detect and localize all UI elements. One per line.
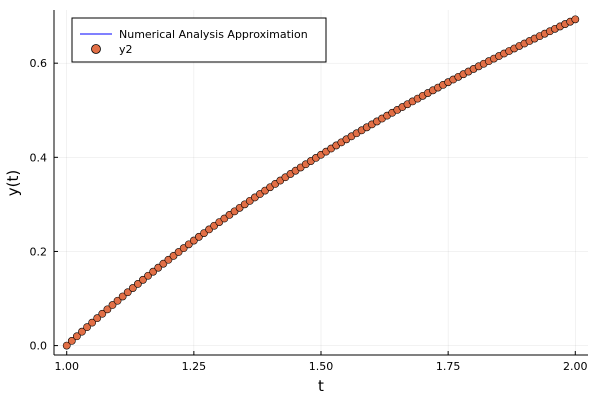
grid <box>54 10 588 355</box>
x-ticks: 1.00 1.25 1.50 1.75 2.00 <box>54 351 588 373</box>
scatter-point <box>154 263 163 272</box>
scatter-point <box>62 341 71 350</box>
scatter-point <box>128 284 137 292</box>
legend-box <box>71 17 327 63</box>
scatter-point <box>67 336 76 345</box>
scatter-point <box>159 259 168 268</box>
legend-label-line-series: Numerical Analysis Approximation <box>119 28 308 41</box>
legend-label-scatter-series: y2 <box>119 43 133 56</box>
scatter-point <box>83 323 91 332</box>
x-tick-label: 1.25 <box>182 360 207 373</box>
scatter-point <box>72 332 81 341</box>
scatter-point <box>88 318 97 327</box>
y-ticks: 0.0 0.2 0.4 0.6 <box>30 57 58 353</box>
legend: Numerical Analysis Approximation y2 <box>71 17 327 63</box>
scatter-point <box>134 280 142 288</box>
legend-marker-swatch <box>91 44 101 54</box>
scatter-point <box>103 305 112 314</box>
series-scatter-group <box>62 15 580 350</box>
x-tick-label: 2.00 <box>563 360 588 373</box>
x-tick-label: 1.75 <box>436 360 461 373</box>
scatter-point <box>149 267 158 276</box>
scatter-point <box>78 327 86 336</box>
scatter-point <box>118 292 127 301</box>
x-tick-label: 1.00 <box>54 360 79 373</box>
y-axis-title: y(t) <box>4 170 22 196</box>
scatter-point <box>139 275 147 284</box>
scatter-point <box>108 301 117 309</box>
x-tick-label: 1.50 <box>309 360 334 373</box>
y-tick-label: 0.0 <box>30 340 48 353</box>
scatter-point <box>571 15 580 24</box>
scatter-point <box>144 271 152 280</box>
scatter-point <box>113 296 122 305</box>
scatter-point <box>123 288 132 297</box>
y-tick-label: 0.2 <box>30 245 48 258</box>
y-tick-label: 0.4 <box>30 151 48 164</box>
scatter-point <box>93 314 102 323</box>
x-axis-title: t <box>318 377 324 395</box>
scatter-point <box>98 309 107 318</box>
y-tick-label: 0.6 <box>30 57 48 70</box>
